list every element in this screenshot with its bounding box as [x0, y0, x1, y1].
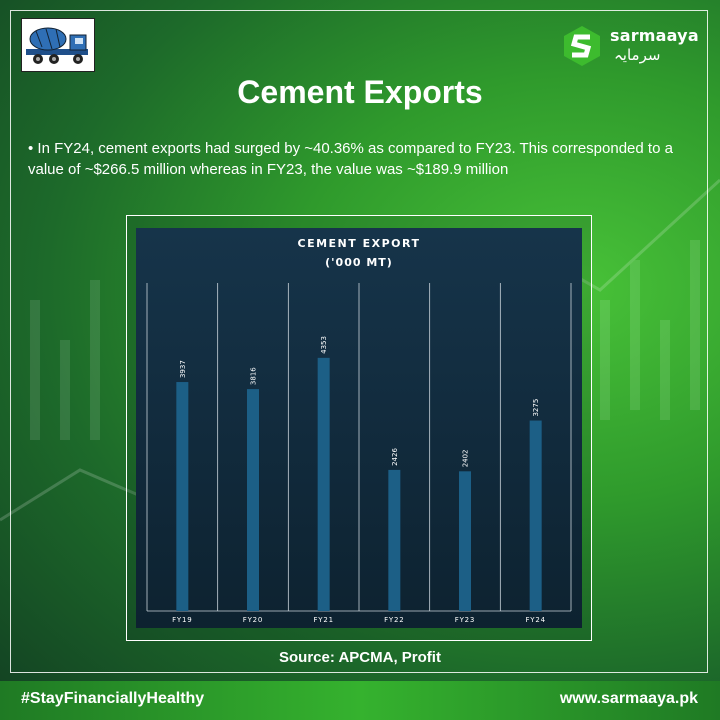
x-tick-label-fy20: FY20: [243, 616, 263, 624]
website-link[interactable]: www.sarmaaya.pk: [559, 690, 698, 707]
data-label-fy19: 3937: [179, 360, 187, 378]
bar-fy22: [388, 469, 401, 611]
x-tick-label-fy21: FY21: [313, 616, 333, 624]
chart-subtitle: ('000 MT): [325, 256, 393, 269]
content-frame: [10, 10, 708, 673]
data-label-fy21: 4353: [320, 336, 328, 354]
cement-mixer-truck-icon: [26, 27, 88, 64]
page-title: Cement Exports: [237, 74, 483, 110]
source-note: Source: APCMA, Profit: [279, 649, 441, 666]
bar-fy21: [317, 357, 330, 611]
data-label-fy23: 2402: [462, 449, 470, 467]
cement-export-chart: CEMENT EXPORT ('000 MT) 3937 3816 4353 2426…: [136, 228, 582, 628]
bar-fy19: [176, 382, 189, 611]
intro-text: • In FY24, cement exports had surged by …: [28, 140, 673, 178]
x-tick-label-fy19: FY19: [172, 616, 192, 624]
x-tick-label-fy22: FY22: [384, 616, 404, 624]
data-label-fy24: 3275: [532, 399, 540, 417]
brand-name: sarmaaya: [610, 26, 699, 45]
data-label-fy20: 3816: [250, 367, 258, 385]
cement-truck-logo: [21, 18, 95, 72]
hashtag-text: #StayFinanciallyHealthy: [21, 690, 205, 707]
chart-title: CEMENT EXPORT: [298, 237, 421, 250]
data-label-fy22: 2426: [391, 448, 399, 466]
bar-fy20: [247, 389, 259, 611]
sarmaaya-brand: sarmaaya سرمایہ: [562, 22, 712, 72]
sarmaaya-logo-icon: [564, 26, 600, 66]
x-tick-label-fy24: FY24: [525, 616, 545, 624]
bar-fy23: [459, 471, 471, 611]
brand-urdu-name: سرمایہ: [614, 46, 661, 64]
footer-bar: #StayFinanciallyHealthy www.sarmaaya.pk: [0, 681, 720, 720]
bar-fy24: [529, 420, 542, 611]
x-tick-label-fy23: FY23: [455, 616, 475, 624]
